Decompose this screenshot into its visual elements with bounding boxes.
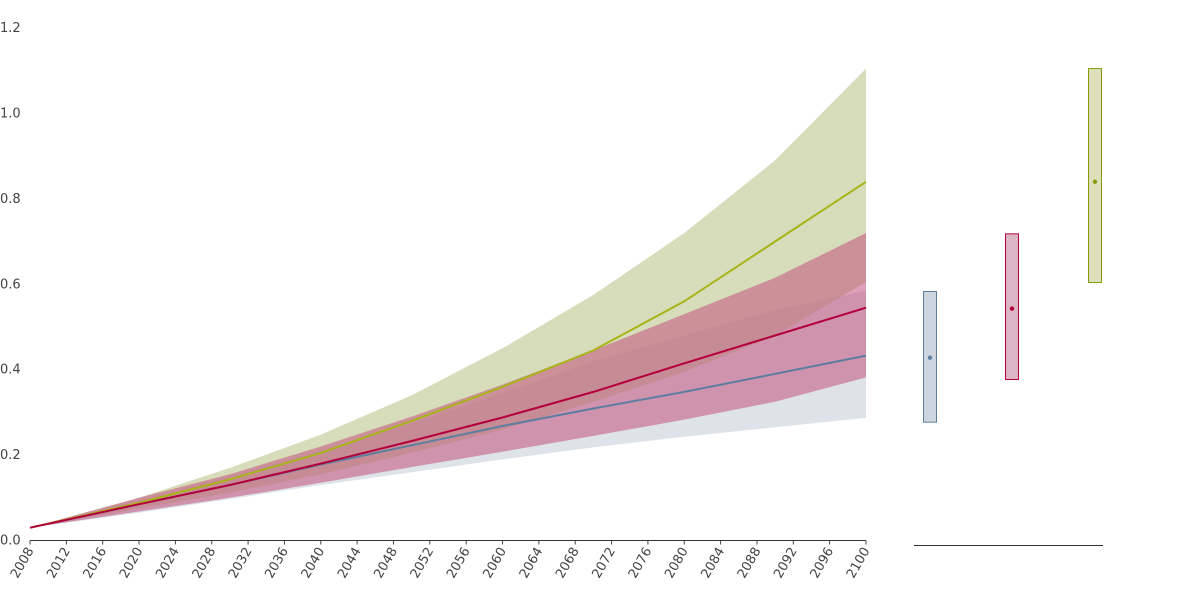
range-mid-point-1 (927, 355, 933, 360)
y-tick-label: 1.0 (0, 106, 21, 121)
range-mid-point-2 (1009, 306, 1015, 311)
range-bar-3 (1088, 68, 1102, 284)
projection-plot: 0.00.20.40.60.81.01.2 2008 2012 2016 2020 20… (0, 21, 873, 581)
range-bars (923, 68, 1102, 423)
x-axis-ticks: 2008 2012 2016 2020 2024 2028 2032 2036 2040 2044… (8, 540, 874, 581)
x-tick-label: 2040 (299, 545, 329, 581)
uncertainty-band-2 (30, 233, 866, 528)
x-tick-label: 2016 (81, 545, 111, 581)
y-axis-ticks: 0.0 0.2 0.4 0.6 0.8 1.0 1.2 (0, 21, 21, 549)
x-tick-label: 2100 (844, 545, 874, 581)
x-tick-label: 2064 (517, 545, 547, 581)
range-mid-point-3 (1092, 179, 1098, 184)
x-tick-label: 2092 (771, 545, 801, 581)
x-tick-label: 2096 (808, 545, 838, 581)
y-tick-label: 0.4 (0, 363, 21, 378)
x-tick-label: 2084 (699, 545, 729, 581)
x-tick-label: 2032 (226, 545, 256, 581)
x-tick-label: 2044 (335, 545, 365, 581)
x-tick-label: 2056 (444, 545, 474, 581)
x-tick-label: 2076 (626, 545, 656, 581)
y-tick-label: 0.2 (0, 448, 21, 463)
y-tick-label: 0.6 (0, 277, 21, 292)
x-tick-label: 2024 (153, 545, 183, 581)
x-tick-label: 2088 (735, 545, 765, 581)
series-lines (29, 180, 867, 529)
x-tick-label: 2068 (553, 545, 583, 581)
x-tick-label: 2072 (589, 545, 619, 581)
x-tick-label: 2012 (44, 545, 74, 581)
uncertainty-bands (30, 68, 866, 528)
x-tick-label: 2028 (190, 545, 220, 581)
range-plot (914, 68, 1103, 546)
x-tick-label: 2052 (408, 545, 438, 581)
series-line-3 (29, 180, 867, 529)
series-line-2 (29, 306, 867, 529)
y-tick-label: 0.8 (0, 192, 21, 207)
x-tick-label: 2060 (480, 545, 510, 581)
x-tick-label: 2080 (662, 545, 692, 581)
y-tick-label: 0.0 (0, 534, 21, 549)
y-tick-label: 1.2 (0, 21, 21, 36)
x-tick-label: 2008 (8, 545, 38, 581)
x-tick-label: 2048 (371, 545, 401, 581)
x-tick-label: 2020 (117, 545, 147, 581)
x-tick-label: 2036 (262, 545, 292, 581)
